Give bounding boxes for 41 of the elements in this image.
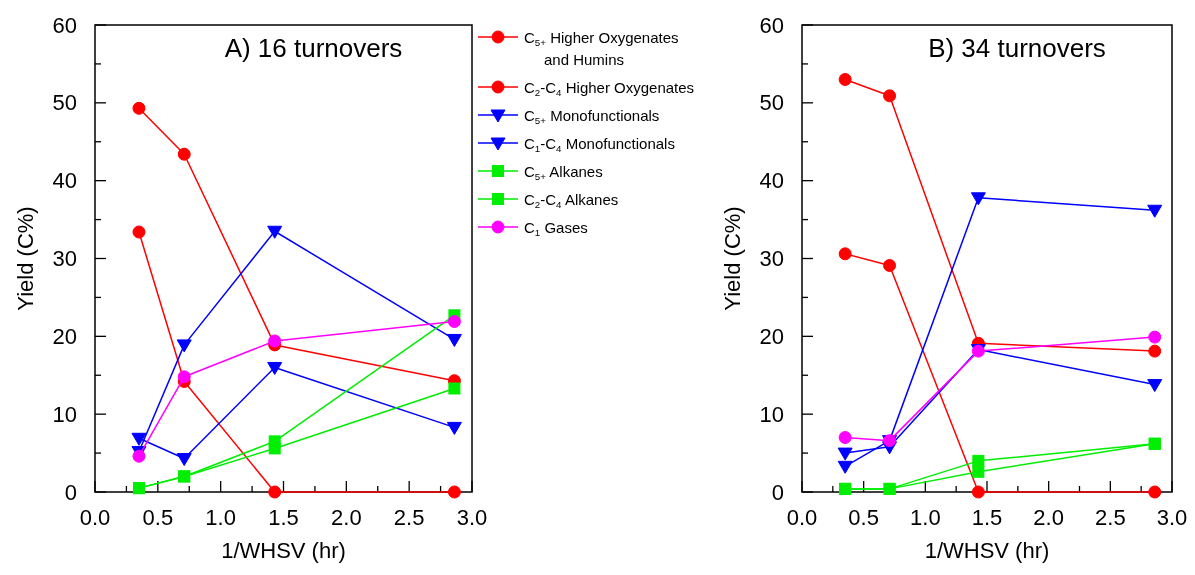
x-tick-label: 3.0 bbox=[456, 505, 488, 530]
legend-label: C$_{2}$-C$_{4}$ Higher Oxygenates bbox=[524, 78, 695, 98]
x-tick-label: 2.0 bbox=[331, 505, 362, 530]
y-tick-label: 40 bbox=[52, 168, 77, 194]
legend-label: C$_{1}$ Gases bbox=[524, 218, 588, 238]
y-tick-label: 10 bbox=[759, 401, 784, 427]
x-tick-label: 2.5 bbox=[393, 505, 425, 530]
y-tick-label: 60 bbox=[759, 12, 784, 38]
legend-label: C$_{5+}$ Alkanes bbox=[524, 162, 603, 182]
x-tick-label: 1.0 bbox=[910, 505, 941, 530]
legend-label: C$_{5+}$ Higher Oxygenates and Humins bbox=[524, 28, 679, 68]
x-tick-label: 1.5 bbox=[268, 505, 299, 530]
x-tick-label: 2.5 bbox=[1095, 505, 1126, 530]
chart-title: B) 34 turnovers bbox=[928, 33, 1106, 63]
x-tick-label: 0.5 bbox=[848, 505, 879, 530]
y-tick-label: 40 bbox=[759, 168, 784, 194]
y-tick-label: 20 bbox=[52, 323, 77, 349]
y-tick-label: 30 bbox=[759, 246, 784, 271]
y-tick-label: 20 bbox=[759, 323, 784, 349]
x-tick-label: 1.5 bbox=[971, 505, 1003, 530]
legend-label: C$_{2}$-C$_{4}$ Alkanes bbox=[524, 190, 619, 210]
y-tick-label: 60 bbox=[52, 12, 77, 38]
y-tick-label: 50 bbox=[52, 90, 77, 116]
y-tick-label: 50 bbox=[759, 90, 784, 116]
legend-label: C$_{5+}$ Monofunctionals bbox=[524, 106, 660, 126]
y-tick-label: 10 bbox=[52, 401, 77, 427]
y-axis-title: Yield (C%) bbox=[720, 206, 745, 311]
x-tick-label: 2.0 bbox=[1033, 505, 1064, 530]
y-tick-label: 30 bbox=[52, 246, 77, 271]
chart-title: A) 16 turnovers bbox=[224, 33, 403, 63]
x-tick-label: 0.0 bbox=[79, 505, 111, 530]
x-axis-title: 1/WHSV (hr) bbox=[221, 538, 346, 563]
x-tick-label: 3.0 bbox=[1156, 505, 1188, 530]
x-tick-label: 0.5 bbox=[142, 505, 174, 530]
x-tick-label: 1.0 bbox=[205, 505, 236, 530]
legend-label: C$_{1}$-C$_{4}$ Monofunctionals bbox=[524, 134, 675, 154]
x-tick-label: 0.0 bbox=[786, 505, 818, 530]
x-axis-title: 1/WHSV (hr) bbox=[924, 538, 1050, 563]
y-tick-label: 0 bbox=[64, 479, 77, 505]
y-axis-title: Yield (C%) bbox=[13, 206, 38, 311]
y-tick-label: 0 bbox=[771, 479, 784, 505]
